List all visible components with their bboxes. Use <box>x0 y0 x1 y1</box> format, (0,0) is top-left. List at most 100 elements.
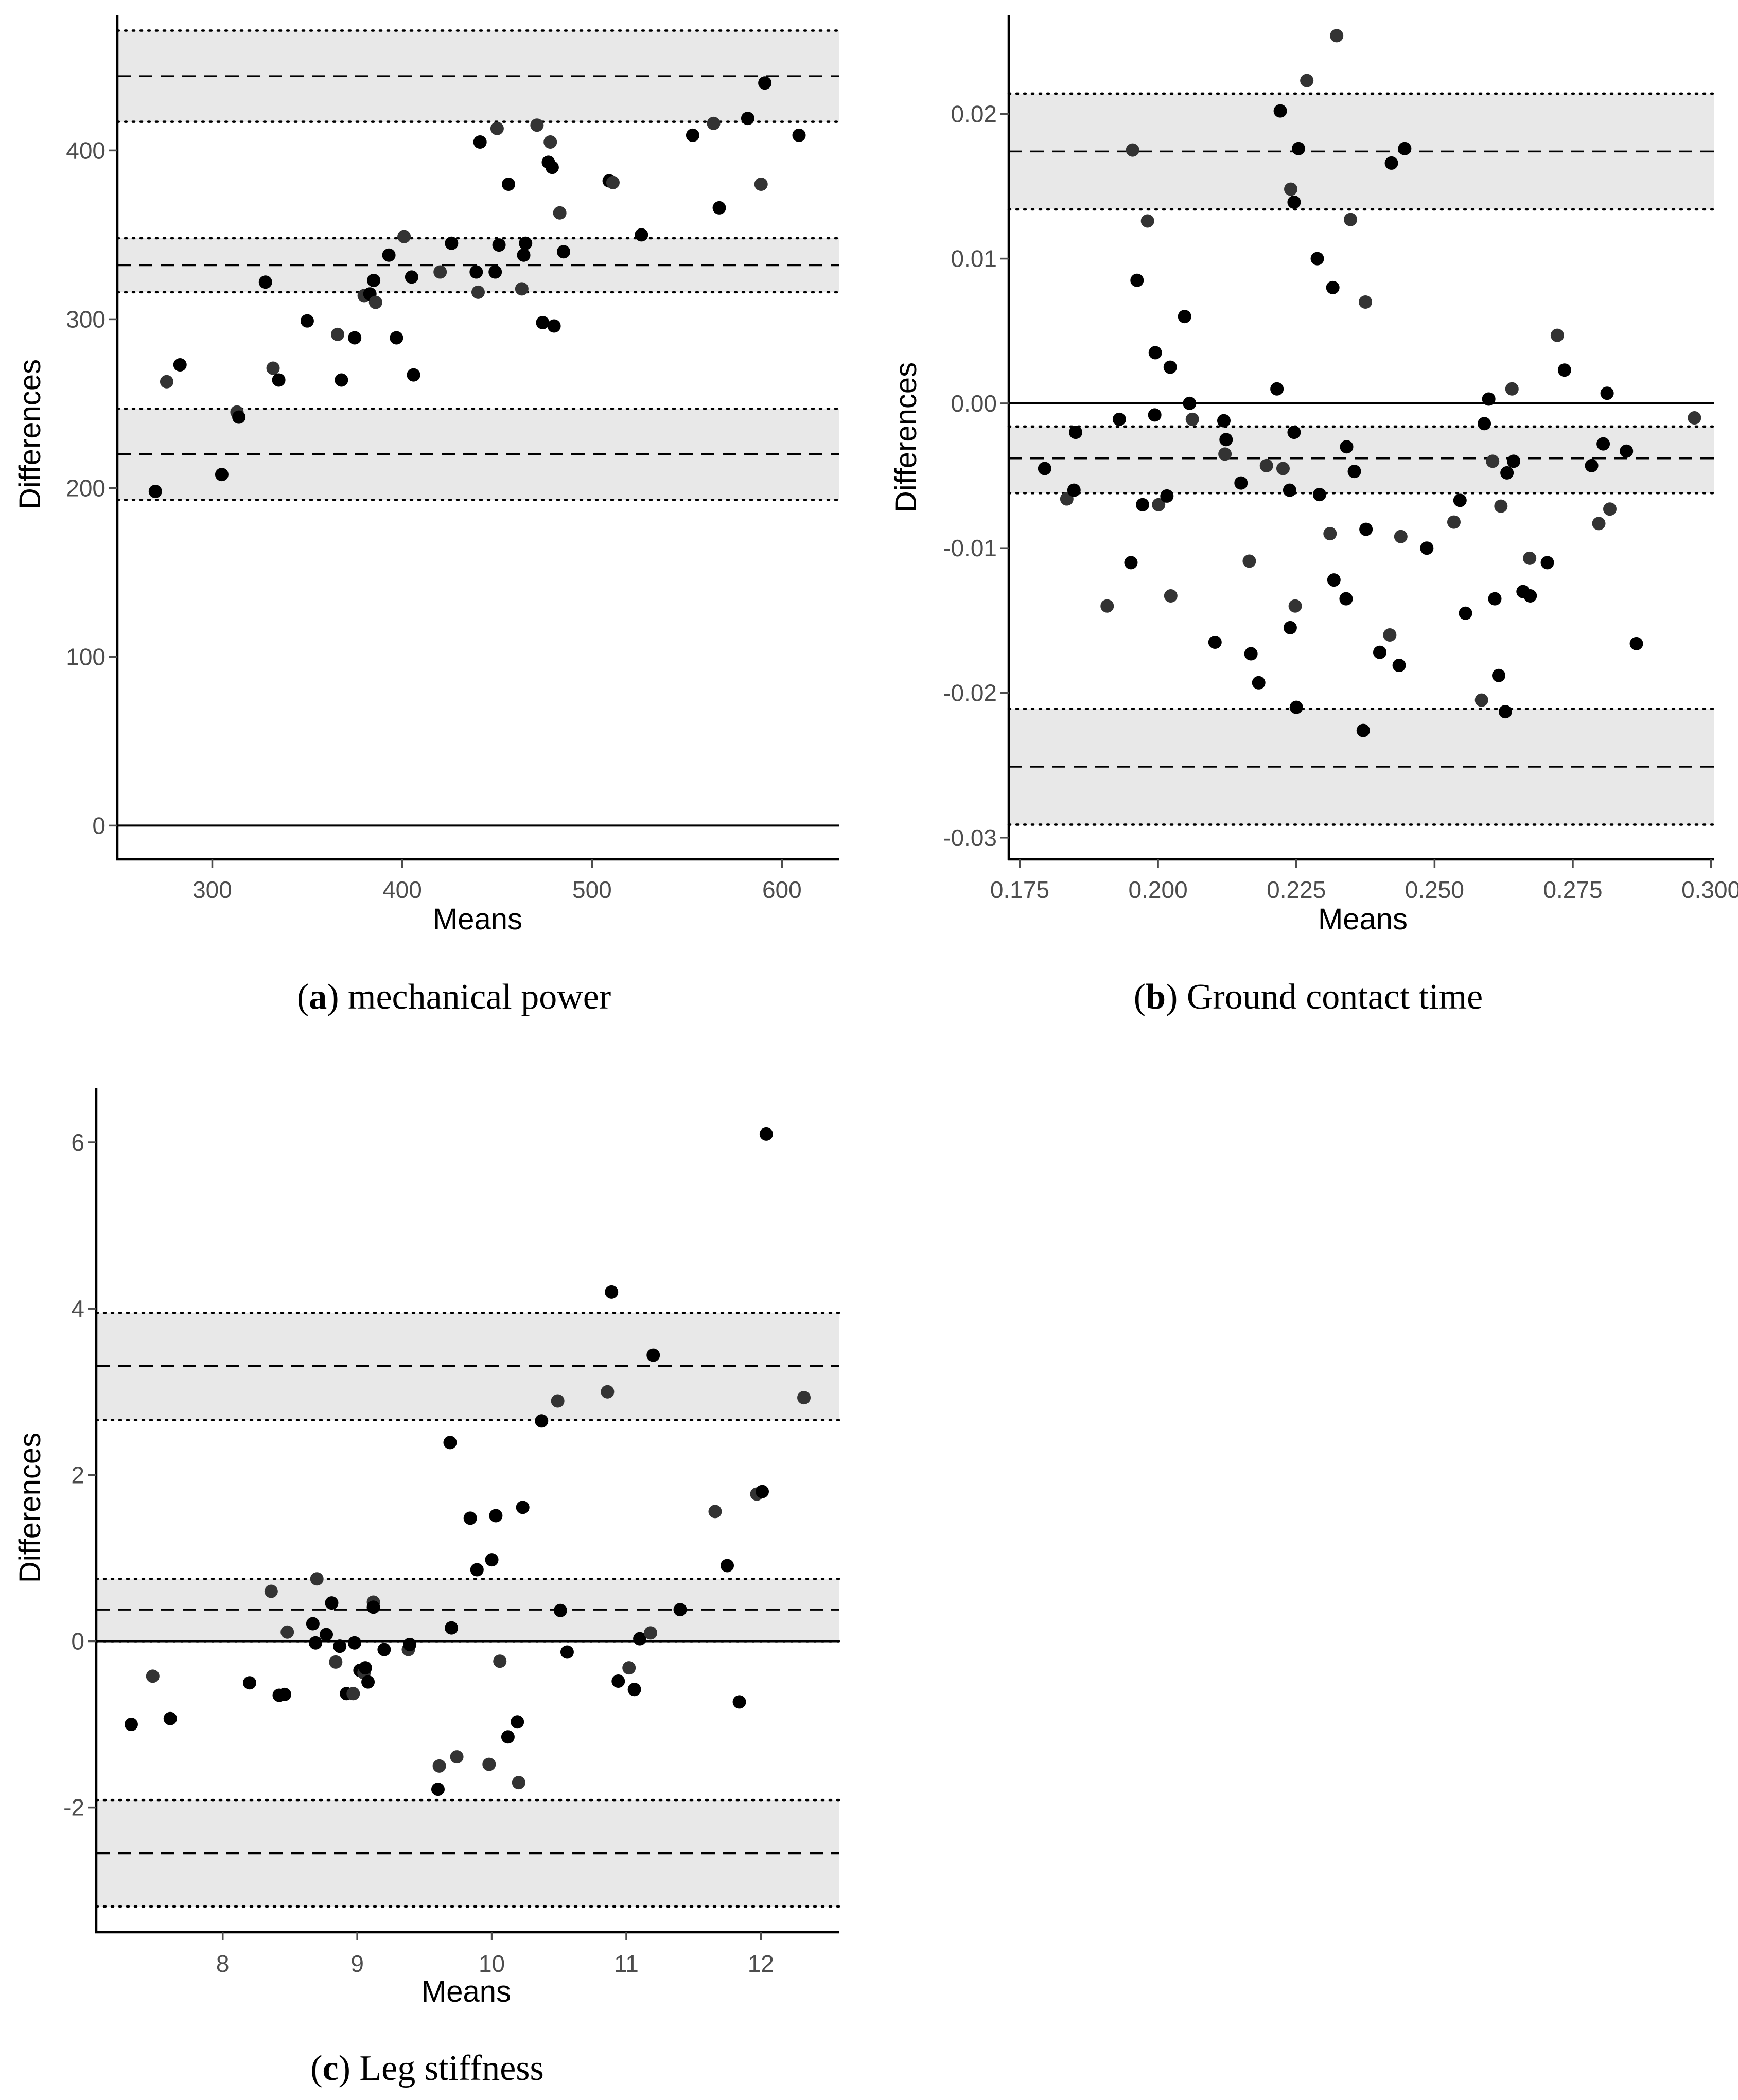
panel-c-point <box>445 1621 459 1635</box>
panel-c-ticks: 8 9 10 11 12 -2 0 2 4 6 <box>63 1129 774 1977</box>
panel-b-point <box>1550 328 1564 342</box>
panel-a-point <box>471 285 485 299</box>
panel-c-point <box>377 1643 391 1656</box>
panel-c-point <box>358 1661 372 1675</box>
panel-c-point <box>708 1505 722 1519</box>
panel-b-point <box>1494 499 1508 513</box>
panel-b-point <box>1284 182 1297 196</box>
panel-c-point <box>553 1603 567 1617</box>
panel-a-point <box>545 161 559 174</box>
panel-a-point <box>490 121 504 135</box>
panel-a-point <box>536 315 550 329</box>
panel-c-y-axis-title: Differences <box>13 1433 47 1583</box>
panel-b-point <box>1219 433 1233 447</box>
panel-b-y-tick-label: -0.01 <box>943 535 997 561</box>
panel-a-y-tick-label: 400 <box>66 137 106 164</box>
panel-b-point <box>1148 346 1162 360</box>
panel-b-point <box>1163 360 1177 374</box>
panel-c-point <box>493 1654 507 1668</box>
panel-a-point <box>300 314 314 328</box>
panel-a-point <box>492 238 506 252</box>
panel-c-caption-text: Leg stiffness <box>359 2049 543 2088</box>
panel-b-point <box>1067 483 1081 497</box>
panel-a-point <box>557 245 571 259</box>
panel-c-point <box>361 1675 375 1689</box>
panel-b-point <box>1289 700 1303 714</box>
panel-a-point <box>519 236 533 250</box>
panel-b-points <box>1038 29 1701 737</box>
panel-b-point <box>1100 599 1114 613</box>
panel-a-point <box>368 295 382 309</box>
panel-a-point <box>488 265 502 279</box>
panel-c-y-tick-label: 4 <box>71 1295 84 1322</box>
panel-a-point <box>707 116 721 130</box>
panel-c-point <box>470 1563 484 1577</box>
panel-a-points <box>148 76 806 498</box>
panel-b-point <box>1178 310 1191 324</box>
panel-c-point <box>797 1391 811 1405</box>
panel-c-point <box>403 1637 417 1651</box>
panel-c-point <box>309 1636 323 1650</box>
panel-c-point <box>463 1511 477 1525</box>
panel-a-point <box>517 248 531 262</box>
panel-a-point <box>407 368 420 382</box>
panel-c-point <box>516 1501 530 1514</box>
panel-a-x-tick-label: 400 <box>382 876 422 903</box>
panel-a-point <box>515 282 529 296</box>
panel-a-caption-letter: a <box>309 977 327 1017</box>
panel-b-point <box>1557 363 1571 377</box>
panel-c-point <box>512 1776 525 1790</box>
panel-c-point <box>329 1655 343 1669</box>
panel-b-point <box>1394 530 1408 543</box>
panel-b-point <box>1288 599 1302 613</box>
panel-c-point <box>673 1603 687 1617</box>
panel-b-point <box>1140 214 1154 228</box>
panel-b-point <box>1498 705 1512 719</box>
panel-b-point <box>1620 444 1634 458</box>
panel-b-point <box>1326 280 1340 294</box>
panel-b-point <box>1392 659 1406 673</box>
panel-c-x-tick-label: 8 <box>216 1950 230 1977</box>
panel-c-point <box>366 1600 380 1614</box>
panel-b-point <box>1373 645 1386 659</box>
panel-c-point <box>755 1485 769 1498</box>
panel-b-y-tick-label: -0.02 <box>943 680 997 707</box>
panel-c-point <box>644 1626 658 1640</box>
panel-b-point <box>1339 592 1353 606</box>
panel-b-point <box>1252 676 1266 690</box>
panel-c-point <box>759 1127 773 1141</box>
panel-b-caption-letter: b <box>1146 977 1166 1017</box>
panel-a-point <box>543 135 557 149</box>
panel-a-point <box>405 270 418 284</box>
panel-a-point <box>754 178 768 191</box>
panel-b-point <box>1217 414 1231 428</box>
panel-c-point <box>450 1750 464 1764</box>
panel-b-point <box>1148 408 1162 422</box>
panel-c-point <box>306 1617 320 1631</box>
panel-c-point <box>264 1584 278 1598</box>
panel-b-point <box>1164 589 1178 603</box>
panel-a-point <box>258 275 272 289</box>
panel-c-x-tick-label: 11 <box>614 1950 639 1977</box>
panel-b-point <box>1523 589 1537 603</box>
panel-b-point <box>1330 29 1344 43</box>
panel-a-point <box>148 484 162 498</box>
panel-b-point <box>1218 447 1232 461</box>
panel-a-point <box>382 248 396 262</box>
panel-a-point <box>367 273 381 287</box>
panel-c-point <box>325 1596 339 1610</box>
panel-b-point <box>1600 386 1614 400</box>
panel-a-point <box>232 410 246 424</box>
panel-b-x-tick-label: 0.275 <box>1543 876 1602 903</box>
panel-b-point <box>1287 426 1301 439</box>
panel-b-point <box>1603 502 1617 516</box>
panel-b-point <box>1283 621 1297 634</box>
panel-b-x-tick-label: 0.175 <box>990 876 1049 903</box>
panel-a-caption: (a) mechanical power <box>297 977 611 1017</box>
panel-c-point <box>310 1572 324 1586</box>
panel-b-point <box>1276 462 1290 475</box>
panel-c-point <box>280 1625 294 1639</box>
panel-a-point <box>473 135 487 149</box>
panel-b-point <box>1688 411 1701 425</box>
